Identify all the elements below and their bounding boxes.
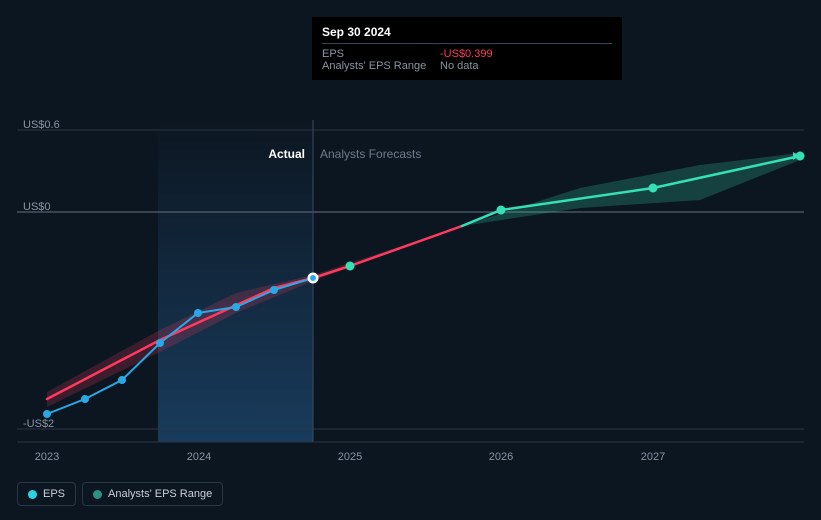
legend-item[interactable]: EPS [17, 482, 76, 506]
legend-dot-icon [93, 490, 102, 499]
eps-marker[interactable] [232, 303, 240, 311]
tooltip-row: EPS-US$0.399 [322, 48, 612, 60]
forecast-marker [497, 206, 506, 215]
tooltip-row-label: EPS [322, 48, 440, 60]
eps-marker[interactable] [270, 286, 278, 294]
legend-label: EPS [43, 488, 65, 500]
actual-label: Actual [268, 147, 305, 161]
y-tick-label: US$0 [23, 201, 51, 213]
tooltip-row: Analysts' EPS RangeNo data [322, 60, 612, 72]
y-tick-label: US$0.6 [23, 119, 60, 131]
eps-chart: US$0.6 US$0 -US$2 2023 2024 2025 2026 2027 Actua… [0, 0, 821, 520]
chart-legend: EPS Analysts' EPS Range [17, 482, 223, 506]
x-tick-label: 2025 [338, 451, 362, 463]
eps-marker[interactable] [194, 309, 202, 317]
eps-marker[interactable] [43, 410, 51, 418]
eps-marker[interactable] [118, 376, 126, 384]
legend-dot-icon [28, 490, 37, 499]
eps-marker[interactable] [81, 395, 89, 403]
tooltip-date: Sep 30 2024 [322, 25, 612, 44]
forecast-label: Analysts Forecasts [320, 147, 421, 161]
y-tick-label: -US$2 [23, 418, 54, 430]
eps-marker [310, 275, 316, 281]
forecast-marker [649, 184, 658, 193]
range-band-pos [462, 153, 800, 226]
legend-label: Analysts' EPS Range [108, 488, 212, 500]
x-tick-label: 2026 [489, 451, 513, 463]
tooltip-row-value: -US$0.399 [440, 48, 493, 60]
eps-marker[interactable] [156, 339, 164, 347]
x-tick-label: 2027 [641, 451, 665, 463]
forecast-marker [346, 262, 355, 271]
x-tick-label: 2023 [35, 451, 59, 463]
chart-tooltip: Sep 30 2024 EPS-US$0.399Analysts' EPS Ra… [312, 17, 622, 80]
legend-item[interactable]: Analysts' EPS Range [82, 482, 223, 506]
tooltip-row-label: Analysts' EPS Range [322, 60, 440, 72]
x-tick-label: 2024 [187, 451, 211, 463]
tooltip-row-value: No data [440, 60, 479, 72]
